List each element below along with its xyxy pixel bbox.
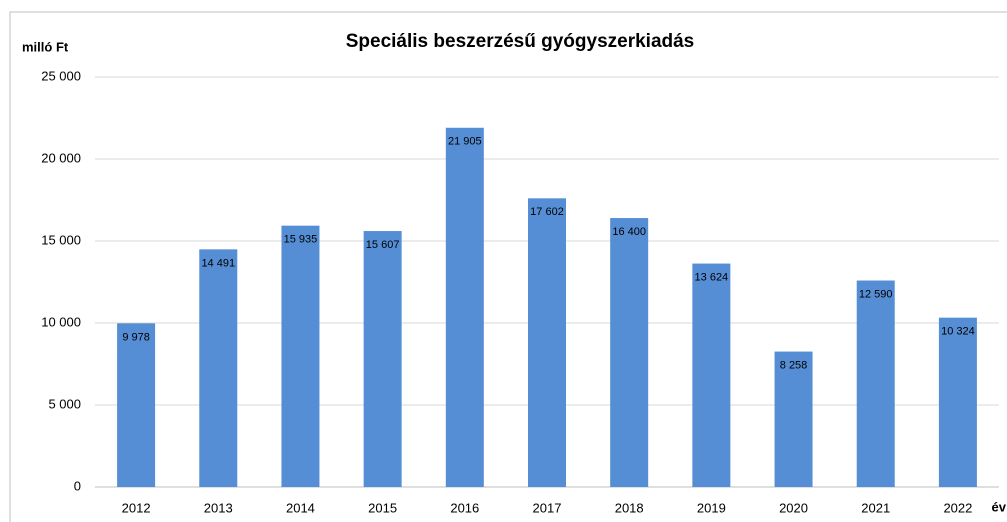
- bar: [528, 198, 566, 487]
- y-tick-label: 0: [74, 478, 81, 493]
- bar: [281, 225, 320, 487]
- bar: [445, 127, 484, 488]
- x-tick-label: 2015: [368, 500, 397, 515]
- bar: [363, 231, 402, 487]
- y-tick-label: 20 000: [41, 150, 81, 165]
- bar: [692, 263, 731, 487]
- y-tick-label: 10 000: [41, 314, 81, 329]
- chart-border: [9, 11, 1007, 522]
- x-tick-label: 2019: [697, 500, 726, 515]
- data-label: 10 324: [941, 326, 975, 338]
- bar: [117, 323, 156, 487]
- y-tick-label: 5 000: [48, 396, 81, 411]
- y-axis-label: milló Ft: [22, 39, 69, 54]
- data-label: 15 607: [366, 239, 400, 251]
- data-label: 13 624: [695, 271, 729, 283]
- x-tick-label: 2012: [122, 500, 151, 515]
- y-tick-label: 15 000: [41, 232, 81, 247]
- bar: [856, 280, 895, 487]
- data-label: 12 590: [859, 288, 893, 300]
- x-tick-label: 2022: [943, 500, 972, 515]
- x-tick-label: 2014: [286, 500, 315, 515]
- bar: [199, 249, 238, 487]
- x-tick-label: 2013: [204, 500, 233, 515]
- data-label: 14 491: [201, 257, 235, 269]
- x-tick-label: 2016: [450, 500, 479, 515]
- data-label: 16 400: [612, 226, 646, 238]
- y-tick-label: 25 000: [41, 68, 81, 83]
- data-label: 8 258: [780, 359, 808, 371]
- data-label: 9 978: [122, 331, 150, 343]
- data-label: 21 905: [448, 136, 482, 148]
- bar: [610, 218, 649, 488]
- x-tick-label: 2018: [615, 500, 644, 515]
- x-tick-label: 2020: [779, 500, 808, 515]
- bar: [774, 351, 813, 487]
- x-axis-label: év: [992, 499, 1007, 514]
- data-label: 17 602: [530, 206, 564, 218]
- x-tick-label: 2017: [533, 500, 562, 515]
- data-label: 15 935: [284, 234, 318, 246]
- bar: [938, 317, 977, 487]
- x-tick-label: 2021: [861, 500, 890, 515]
- chart-title: Speciális beszerzésű gyógyszerkiadás: [346, 31, 695, 52]
